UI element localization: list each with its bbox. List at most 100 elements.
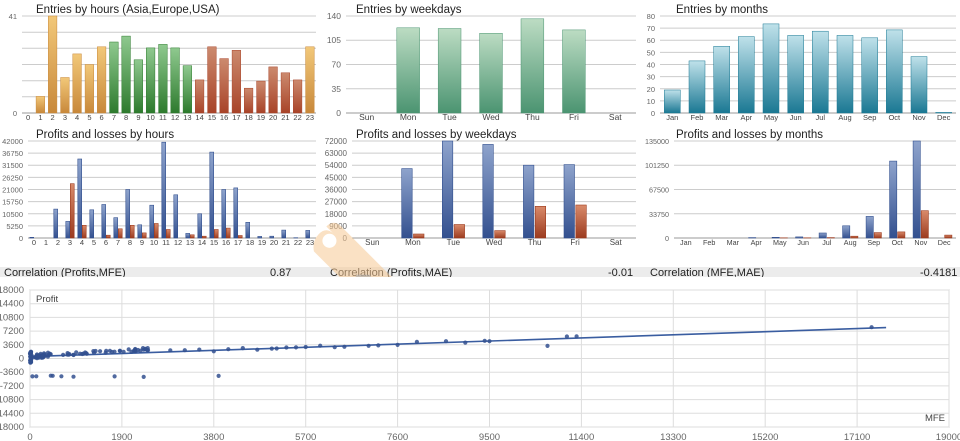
svg-text:Entries by months: Entries by months bbox=[676, 4, 768, 16]
svg-text:Sun: Sun bbox=[359, 112, 374, 122]
svg-text:7: 7 bbox=[116, 238, 120, 247]
svg-text:12: 12 bbox=[171, 113, 179, 122]
svg-text:23: 23 bbox=[306, 238, 314, 247]
svg-text:19: 19 bbox=[257, 113, 265, 122]
svg-text:36000: 36000 bbox=[325, 186, 348, 195]
svg-text:Profits and losses by weekdays: Profits and losses by weekdays bbox=[356, 129, 517, 141]
svg-text:23: 23 bbox=[306, 113, 314, 122]
svg-text:2: 2 bbox=[56, 238, 60, 247]
svg-text:14: 14 bbox=[195, 113, 203, 122]
svg-text:105: 105 bbox=[327, 35, 341, 45]
svg-text:Fri: Fri bbox=[569, 112, 579, 122]
svg-text:13: 13 bbox=[183, 113, 191, 122]
svg-text:45000: 45000 bbox=[325, 173, 348, 182]
svg-text:Oct: Oct bbox=[888, 113, 901, 122]
svg-text:67500: 67500 bbox=[649, 186, 669, 195]
svg-text:3: 3 bbox=[68, 238, 72, 247]
svg-text:11400: 11400 bbox=[569, 432, 595, 441]
svg-text:60: 60 bbox=[647, 36, 655, 45]
svg-text:18000: 18000 bbox=[325, 210, 348, 219]
svg-text:21000: 21000 bbox=[2, 186, 23, 195]
svg-text:33750: 33750 bbox=[649, 210, 669, 219]
svg-text:140: 140 bbox=[327, 11, 341, 21]
svg-text:Mar: Mar bbox=[727, 238, 740, 247]
svg-text:18: 18 bbox=[244, 113, 252, 122]
svg-text:9: 9 bbox=[140, 238, 144, 247]
svg-text:Mon: Mon bbox=[405, 238, 421, 247]
svg-text:5: 5 bbox=[87, 113, 91, 122]
svg-text:15200: 15200 bbox=[752, 432, 778, 441]
svg-text:Jul: Jul bbox=[822, 238, 832, 247]
svg-text:18: 18 bbox=[246, 238, 254, 247]
svg-text:3: 3 bbox=[63, 113, 67, 122]
svg-text:-14400: -14400 bbox=[0, 408, 24, 419]
svg-text:May: May bbox=[773, 238, 787, 247]
svg-text:101250: 101250 bbox=[645, 161, 669, 170]
svg-text:31500: 31500 bbox=[2, 161, 23, 170]
svg-text:4: 4 bbox=[80, 238, 84, 247]
svg-text:19: 19 bbox=[258, 238, 266, 247]
svg-text:14: 14 bbox=[198, 238, 206, 247]
svg-text:17: 17 bbox=[234, 238, 242, 247]
svg-text:3600: 3600 bbox=[3, 340, 24, 351]
svg-text:Wed: Wed bbox=[486, 238, 502, 247]
svg-text:40: 40 bbox=[647, 61, 655, 70]
svg-text:Aug: Aug bbox=[844, 238, 857, 247]
svg-text:Feb: Feb bbox=[691, 113, 704, 122]
svg-text:5700: 5700 bbox=[295, 432, 316, 441]
svg-text:11: 11 bbox=[159, 113, 167, 122]
svg-text:Profits and losses by hours: Profits and losses by hours bbox=[36, 129, 174, 141]
svg-text:15: 15 bbox=[210, 238, 218, 247]
svg-text:1900: 1900 bbox=[111, 432, 132, 441]
svg-text:21: 21 bbox=[282, 238, 290, 247]
svg-text:2: 2 bbox=[51, 113, 55, 122]
svg-text:14400: 14400 bbox=[0, 299, 24, 310]
svg-text:0: 0 bbox=[19, 234, 23, 243]
svg-text:12: 12 bbox=[174, 238, 182, 247]
svg-text:0: 0 bbox=[32, 238, 36, 247]
svg-text:Jun: Jun bbox=[790, 113, 802, 122]
svg-text:Apr: Apr bbox=[740, 113, 752, 122]
svg-text:13: 13 bbox=[186, 238, 194, 247]
svg-text:Thu: Thu bbox=[528, 238, 542, 247]
svg-text:0: 0 bbox=[343, 234, 348, 243]
svg-text:0: 0 bbox=[665, 234, 669, 243]
svg-text:6: 6 bbox=[104, 238, 108, 247]
svg-text:-10800: -10800 bbox=[0, 395, 24, 406]
svg-text:63000: 63000 bbox=[325, 149, 348, 158]
svg-text:70: 70 bbox=[332, 60, 342, 70]
svg-text:Sun: Sun bbox=[365, 238, 379, 247]
svg-text:0: 0 bbox=[27, 432, 32, 441]
svg-text:17100: 17100 bbox=[844, 432, 870, 441]
svg-text:-7200: -7200 bbox=[0, 381, 24, 392]
svg-text:10: 10 bbox=[146, 113, 154, 122]
svg-text:7: 7 bbox=[112, 113, 116, 122]
svg-text:Oct: Oct bbox=[892, 238, 903, 247]
svg-text:5250: 5250 bbox=[6, 222, 23, 231]
svg-text:May: May bbox=[764, 113, 778, 122]
svg-text:-18000: -18000 bbox=[0, 422, 24, 433]
svg-text:11: 11 bbox=[162, 238, 170, 247]
svg-text:42000: 42000 bbox=[2, 137, 23, 146]
svg-text:22: 22 bbox=[294, 238, 302, 247]
svg-text:0: 0 bbox=[651, 109, 655, 118]
svg-text:70: 70 bbox=[647, 24, 655, 33]
svg-text:3800: 3800 bbox=[203, 432, 224, 441]
svg-text:72000: 72000 bbox=[325, 137, 348, 146]
svg-text:36750: 36750 bbox=[2, 149, 23, 158]
svg-text:0: 0 bbox=[19, 354, 24, 365]
svg-text:Thu: Thu bbox=[525, 112, 540, 122]
svg-text:10500: 10500 bbox=[2, 210, 23, 219]
svg-text:Feb: Feb bbox=[703, 238, 715, 247]
svg-text:16: 16 bbox=[220, 113, 228, 122]
svg-text:10: 10 bbox=[150, 238, 158, 247]
svg-text:26250: 26250 bbox=[2, 173, 23, 182]
svg-text:4: 4 bbox=[75, 113, 79, 122]
svg-text:Tue: Tue bbox=[442, 112, 457, 122]
svg-text:Nov: Nov bbox=[912, 113, 926, 122]
svg-text:8: 8 bbox=[128, 238, 132, 247]
svg-text:8: 8 bbox=[124, 113, 128, 122]
svg-text:Sat: Sat bbox=[610, 238, 623, 247]
svg-text:13300: 13300 bbox=[660, 432, 686, 441]
svg-text:Jan: Jan bbox=[680, 238, 692, 247]
